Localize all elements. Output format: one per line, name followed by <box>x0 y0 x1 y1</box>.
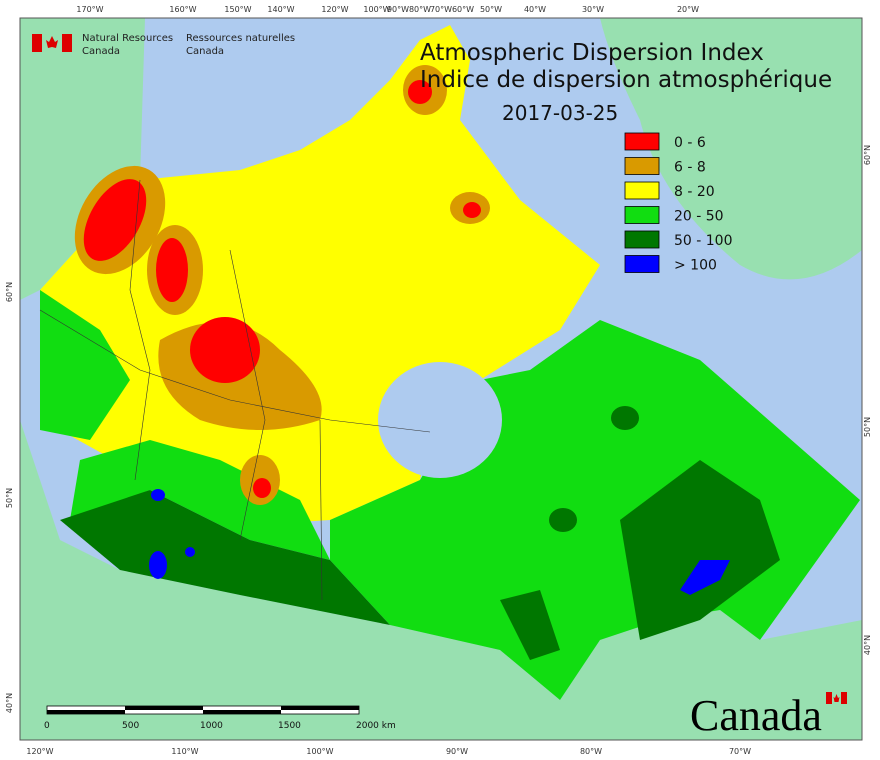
longitude-label: 70°W <box>729 747 751 756</box>
flag-bar <box>826 692 832 704</box>
longitude-label: 120°W <box>26 747 53 756</box>
longitude-label: 40°W <box>524 5 546 14</box>
longitude-label: 100°W <box>306 747 333 756</box>
longitude-label: 80°W <box>409 5 431 14</box>
longitude-label: 70°W <box>430 5 452 14</box>
legend-swatch <box>624 157 660 175</box>
territory-border <box>39 309 431 433</box>
scale-segment <box>281 706 359 710</box>
area-0-6 <box>190 317 260 383</box>
legend-swatch <box>624 255 660 273</box>
maple-leaf <box>46 36 58 48</box>
area-20-50 <box>40 290 130 440</box>
agency-name-fr: Canada <box>186 46 224 57</box>
longitude-label: 110°W <box>171 747 198 756</box>
index-areas <box>40 25 860 700</box>
flag-bar <box>32 34 42 52</box>
latitude-label: 40°N <box>5 693 14 713</box>
legend-label: > 100 <box>674 258 717 274</box>
longitude-label: 160°W <box>169 5 196 14</box>
legend-label: 0 - 6 <box>674 135 706 151</box>
area-50-100 <box>60 490 390 625</box>
flag-bar <box>62 34 72 52</box>
longitude-label: 50°W <box>480 5 502 14</box>
agency-name-en: Canada <box>82 46 120 57</box>
legend-label: 8 - 20 <box>674 184 715 200</box>
alaska <box>20 18 145 300</box>
longitude-label: 30°W <box>582 5 604 14</box>
legend-swatch <box>624 230 660 249</box>
legend-swatch <box>624 206 660 224</box>
area-20-50 <box>70 440 330 560</box>
boundaries <box>39 179 431 601</box>
map-title: Atmospheric Dispersion Index <box>420 40 764 66</box>
scale-segment <box>47 710 125 714</box>
flag-bar <box>841 692 847 704</box>
legend-swatch <box>624 132 660 151</box>
latitude-label: 60°N <box>5 282 14 302</box>
area-above-100 <box>185 547 195 557</box>
greenland <box>600 18 862 280</box>
legend-swatch <box>624 181 660 200</box>
longitude-label: 60°W <box>452 5 474 14</box>
map-date: 2017-03-25 <box>502 101 618 125</box>
longitude-label: 120°W <box>321 5 348 14</box>
area-above-100 <box>680 560 730 595</box>
longitude-label: 170°W <box>76 5 103 14</box>
area-50-100 <box>549 508 577 532</box>
latitude-label: 50°N <box>863 417 872 437</box>
scale-label: 1500 <box>278 721 301 731</box>
scale-segment <box>125 706 203 710</box>
province-border <box>129 179 323 601</box>
area-0-6 <box>408 80 432 104</box>
scale-label: 500 <box>122 721 139 731</box>
area-above-100 <box>151 489 165 501</box>
longitude-label: 80°W <box>580 747 602 756</box>
area-0-6 <box>156 238 188 302</box>
longitude-label: 100°W <box>363 5 390 14</box>
legend-label: 50 - 100 <box>674 233 733 249</box>
legend-label: 6 - 8 <box>674 160 706 176</box>
area-50-100 <box>500 590 560 660</box>
wordmark-flag <box>826 692 847 704</box>
longitude-label: 150°W <box>224 5 251 14</box>
legend-label: 20 - 50 <box>674 209 724 225</box>
area-0-6 <box>253 478 271 498</box>
scale-label: 2000 km <box>356 721 396 731</box>
map-title: Indice de dispersion atmosphérique <box>420 67 832 93</box>
scale-segment <box>203 710 281 714</box>
area-above-100 <box>149 551 167 579</box>
area-0-6 <box>463 202 481 218</box>
area-50-100 <box>611 406 639 430</box>
longitude-label: 20°W <box>677 5 699 14</box>
maple-leaf <box>833 694 840 702</box>
latitude-label: 50°N <box>5 488 14 508</box>
latitude-label: 40°N <box>863 635 872 655</box>
scale-bar <box>46 705 360 715</box>
agency-name-en: Natural Resources <box>82 33 173 44</box>
canada-wordmark: Canada <box>690 691 822 740</box>
map-frame <box>19 17 863 741</box>
agency-name-fr: Ressources naturelles <box>186 33 295 44</box>
scale-label: 0 <box>44 721 50 731</box>
agency-signature <box>32 34 72 52</box>
longitude-label: 140°W <box>267 5 294 14</box>
united-states <box>20 420 862 740</box>
latitude-label: 60°N <box>863 145 872 165</box>
longitude-label: 90°W <box>446 747 468 756</box>
area-50-100 <box>620 460 780 640</box>
area-0-6 <box>83 179 147 261</box>
longitude-label: 90°W <box>387 5 409 14</box>
hudson-bay <box>378 362 502 478</box>
scale-label: 1000 <box>200 721 223 731</box>
